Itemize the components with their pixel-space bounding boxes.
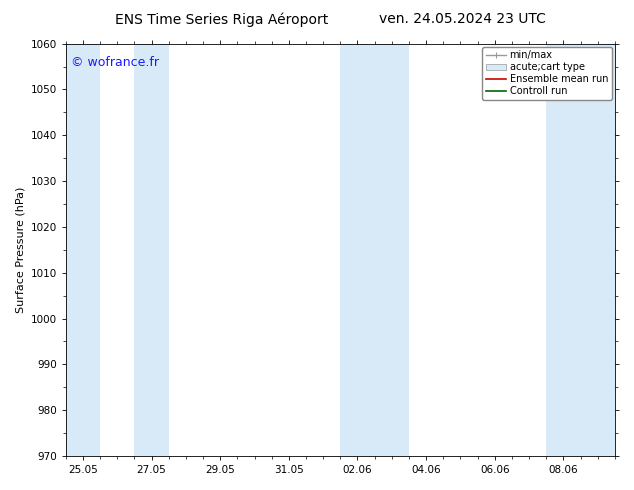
Legend: min/max, acute;cart type, Ensemble mean run, Controll run: min/max, acute;cart type, Ensemble mean … [482, 47, 612, 100]
Text: © wofrance.fr: © wofrance.fr [71, 56, 159, 69]
Bar [134, 44, 169, 456]
Bar [547, 44, 581, 456]
Bar [66, 44, 100, 456]
Bar [375, 44, 409, 456]
Text: ENS Time Series Riga Aéroport: ENS Time Series Riga Aéroport [115, 12, 328, 27]
Text: ven. 24.05.2024 23 UTC: ven. 24.05.2024 23 UTC [379, 12, 547, 26]
Y-axis label: Surface Pressure (hPa): Surface Pressure (hPa) [15, 187, 25, 313]
Bar [340, 44, 375, 456]
Bar [581, 44, 615, 456]
